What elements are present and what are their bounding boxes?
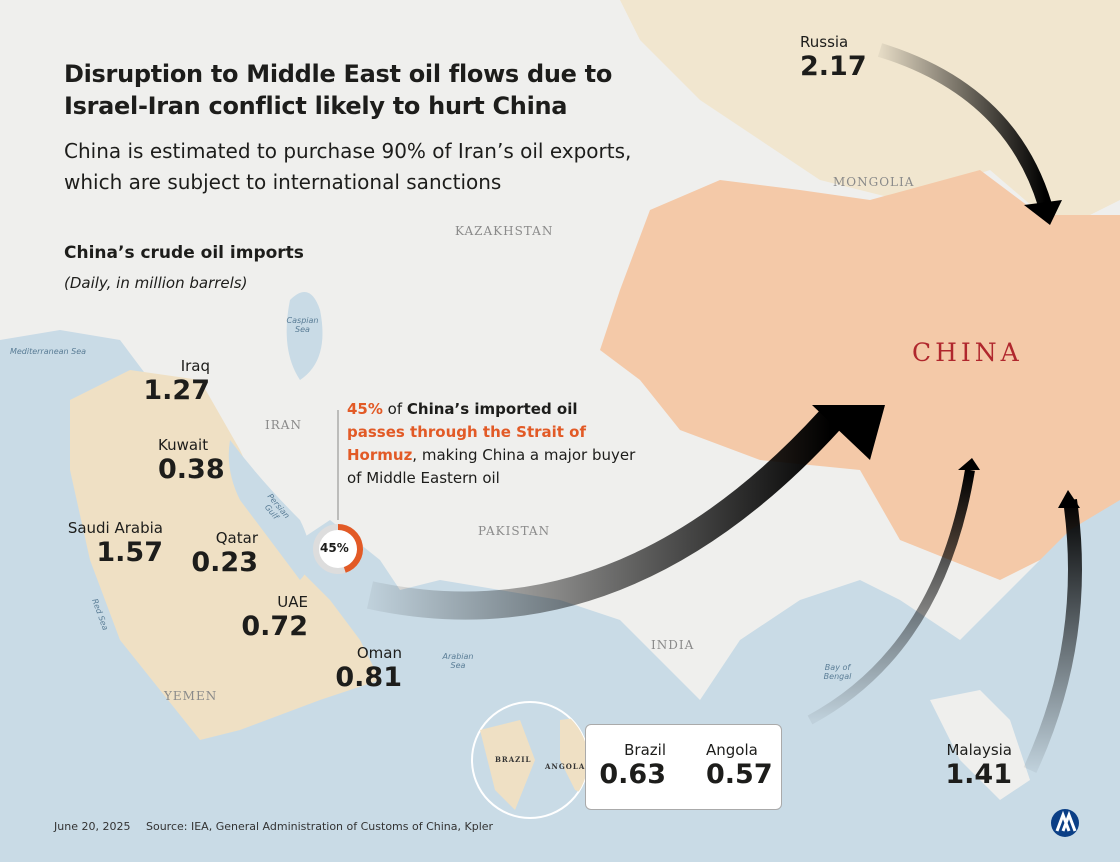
annotation-text: , making China a major buyer of Middle E…	[347, 446, 636, 487]
country-label: PAKISTAN	[478, 524, 551, 538]
source-name: Brazil	[624, 741, 666, 759]
source-value: 0.23	[191, 547, 258, 579]
source: Malaysia 1.41	[945, 741, 1012, 791]
arrow	[877, 43, 1052, 208]
source-value: 0.38	[158, 454, 225, 486]
sea-label: Caspian Sea	[286, 316, 319, 334]
source-value: 1.41	[945, 759, 1012, 791]
source: Brazil 0.63	[599, 741, 666, 791]
source-value: 2.17	[800, 51, 867, 83]
country-label: BRAZIL	[495, 755, 532, 764]
source-name: Iraq	[180, 357, 210, 375]
country-label: INDIA	[651, 638, 695, 652]
source: Iraq 1.27	[143, 357, 210, 407]
arrowhead	[1024, 200, 1062, 225]
arrowhead	[1058, 490, 1080, 508]
arrowhead	[812, 405, 885, 460]
source-name: Kuwait	[158, 436, 209, 454]
arrow	[1023, 499, 1082, 773]
source-name: Malaysia	[946, 741, 1012, 759]
china-area	[600, 170, 1120, 580]
source: Qatar 0.23	[191, 529, 258, 579]
country-label: ANGOLA	[545, 762, 586, 771]
date: June 20, 2025	[54, 820, 131, 833]
gulf	[228, 440, 310, 580]
annotation-text: of	[382, 400, 407, 418]
sea-label: Bay of Bengal	[823, 663, 852, 681]
caspian	[286, 292, 323, 380]
africa	[560, 715, 588, 800]
arabia	[70, 370, 380, 740]
arrow	[807, 469, 975, 725]
russia	[620, 0, 1120, 230]
donut-arc	[337, 524, 363, 573]
source-name: Saudi Arabia	[67, 519, 163, 537]
source-name: Oman	[356, 644, 402, 662]
source-name: UAE	[277, 593, 308, 611]
source-note: Source: IEA, General Administration of C…	[146, 820, 494, 833]
chart-title: China’s crude oil imports	[64, 243, 304, 263]
source-name: Russia	[800, 33, 849, 51]
arrowhead	[958, 458, 980, 470]
logo	[1051, 809, 1079, 837]
land	[930, 690, 1030, 800]
source-value: 0.63	[599, 759, 666, 791]
source-value: 1.27	[143, 375, 210, 407]
source: Oman 0.81	[335, 644, 402, 694]
source: UAE 0.72	[241, 593, 308, 643]
chart-subtitle: (Daily, in million barrels)	[64, 274, 248, 292]
sea-label: Mediterranean Sea	[9, 347, 87, 356]
source-name: Angola	[706, 741, 758, 759]
donut-label: 45%	[320, 541, 349, 555]
country-label: IRAN	[265, 418, 302, 432]
annotation-highlight: passes through the Strait of Hormuz	[347, 423, 587, 464]
source-value: 0.72	[241, 611, 308, 643]
country-label: CHINA	[912, 338, 1023, 367]
country-label: MONGOLIA	[833, 175, 915, 189]
south-america	[480, 720, 535, 810]
title: Disruption to Middle East oil flows due …	[64, 60, 613, 120]
annotation-highlight: 45%	[347, 400, 383, 418]
subtitle: China is estimated to purchase 90% of Ir…	[64, 139, 632, 194]
source-value: 0.57	[706, 759, 773, 791]
sea-label: Arabian Sea	[442, 652, 474, 670]
source: Russia 2.17	[800, 33, 867, 83]
source: Angola 0.57	[706, 741, 773, 791]
annotation-bold: China’s imported oil	[406, 400, 578, 418]
source-name: Qatar	[215, 529, 258, 547]
source: Saudi Arabia 1.57	[67, 519, 163, 569]
info-box	[585, 724, 782, 810]
country-label: KAZAKHSTAN	[455, 224, 554, 238]
source-value: 0.81	[335, 662, 402, 694]
source-value: 1.57	[96, 537, 163, 569]
arrow	[366, 410, 841, 620]
source: Kuwait 0.38	[158, 436, 225, 486]
country-label: YEMEN	[164, 689, 218, 703]
annotation: 45% of China’s imported oil passes throu…	[347, 398, 637, 490]
